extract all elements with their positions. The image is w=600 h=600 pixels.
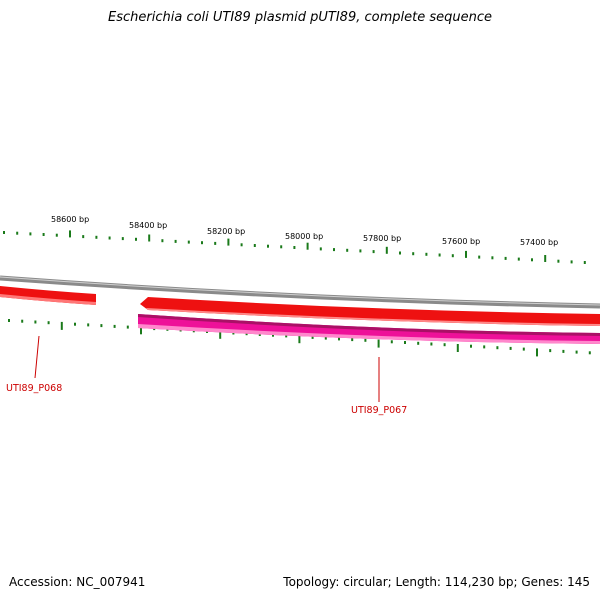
plasmid-backbone-highlight — [0, 276, 600, 306]
gene-forward-arrow[interactable] — [140, 297, 600, 326]
scale-label: 58400 bp — [129, 221, 167, 230]
scale-label: 58600 bp — [51, 215, 89, 224]
gene-uti89-p067-shade — [138, 324, 600, 344]
outer-tick-marks — [3, 230, 586, 264]
scale-label: 58000 bp — [285, 232, 323, 241]
accession-text: Accession: NC_007941 — [9, 575, 146, 589]
topology-summary: Topology: circular; Length: 114,230 bp; … — [283, 575, 590, 589]
gene-uti89-p068-leader — [34, 335, 40, 379]
scale-label: 57800 bp — [363, 234, 401, 243]
plasmid-backbone — [0, 275, 600, 309]
gene-uti89-p068-label: UTI89_P068 — [6, 383, 62, 394]
gene-uti89-p067-top — [138, 314, 600, 336]
gene-uti89-p068[interactable] — [0, 286, 96, 305]
scale-label: 57600 bp — [442, 237, 480, 246]
scale-label: 58200 bp — [207, 227, 245, 236]
gene-forward-arrow-shade — [146, 308, 600, 326]
map-title: Escherichia coli UTI89 plasmid pUTI89, c… — [108, 10, 492, 25]
scale-labels: 58600 bp 58400 bp 58200 bp 58000 bp 57800 bp… — [51, 215, 558, 247]
scale-label: 57400 bp — [520, 238, 558, 247]
gene-uti89-p068-shade — [0, 294, 96, 305]
gene-uti89-p067-label: UTI89_P067 — [351, 405, 407, 416]
